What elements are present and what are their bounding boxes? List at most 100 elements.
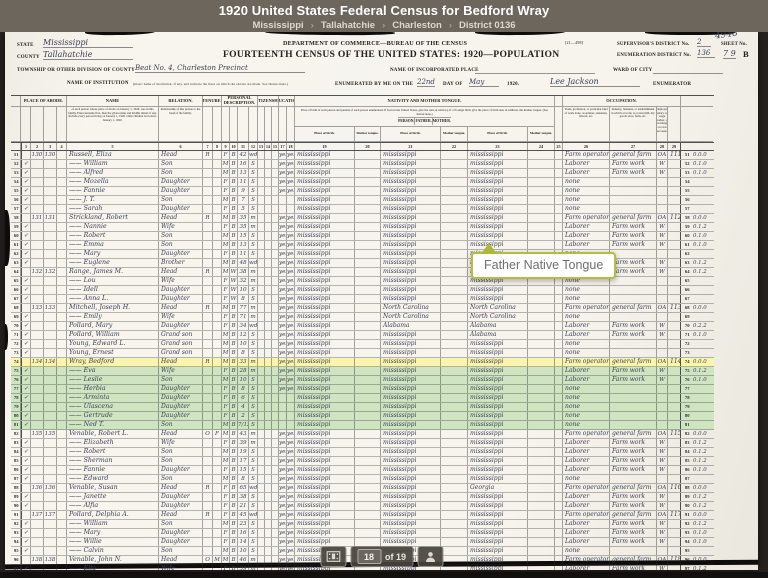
census-row: 85✓—— ShermanSonMB17Syesyesmississippimi… bbox=[11, 457, 714, 466]
census-cell: 34 bbox=[238, 322, 249, 330]
census-cell bbox=[57, 151, 67, 159]
census-cell bbox=[272, 196, 279, 204]
census-cell bbox=[265, 475, 272, 483]
corner-number: 4948 bbox=[714, 32, 739, 42]
census-cell bbox=[213, 385, 222, 393]
year-label: 1920. bbox=[507, 82, 520, 87]
census-cell: R bbox=[203, 358, 213, 366]
census-cell: mississippi bbox=[295, 475, 355, 483]
census-cell: Laborer bbox=[563, 367, 610, 375]
census-row-highlighted[interactable]: 76✓—— LeslieSonMB10Syesyesmississippimis… bbox=[11, 376, 714, 385]
census-cell bbox=[213, 376, 222, 384]
census-cell: mississippi bbox=[381, 466, 441, 474]
census-cell bbox=[203, 259, 213, 267]
census-cell bbox=[272, 268, 279, 276]
census-cell: yes bbox=[279, 466, 287, 474]
mother-pob-header: Place of birth. bbox=[468, 127, 528, 142]
census-cell bbox=[657, 547, 668, 555]
page-number-input[interactable] bbox=[356, 549, 381, 564]
person-icon bbox=[425, 551, 435, 562]
census-cell: 0.1.0 bbox=[693, 530, 707, 536]
census-cell: 133 bbox=[31, 304, 44, 312]
census-cell: Head bbox=[159, 484, 203, 492]
breadcrumb-county[interactable]: Tallahatchie bbox=[320, 20, 376, 31]
census-cell bbox=[272, 295, 279, 303]
census-cell: mississippi bbox=[468, 160, 528, 168]
census-cell bbox=[213, 304, 222, 312]
census-cell: 10 bbox=[230, 143, 238, 150]
census-row-highlighted[interactable]: 75✓—— EvaWifeFB28myesyesmississippimissi… bbox=[11, 367, 714, 376]
census-cell bbox=[57, 304, 67, 312]
sheet-label: SHEET No. bbox=[721, 42, 747, 47]
census-cell bbox=[555, 322, 563, 330]
jump-to-record-button[interactable] bbox=[417, 546, 444, 567]
breadcrumb-town[interactable]: Charleston bbox=[392, 20, 442, 31]
census-cell bbox=[528, 295, 555, 303]
census-row: 90✓—— AlfiaDaughterFB21Syesyesmississipp… bbox=[11, 502, 714, 511]
census-cell: yes bbox=[279, 277, 287, 285]
census-cell: mississippi bbox=[381, 295, 441, 303]
census-cell bbox=[213, 448, 222, 456]
census-cell: Laborer bbox=[563, 160, 610, 168]
census-cell: Farm operator bbox=[565, 556, 610, 564]
census-cell: —— Sarah bbox=[67, 205, 159, 213]
census-cell bbox=[691, 394, 713, 402]
census-cell bbox=[44, 295, 57, 303]
census-cell: 0.1.0 bbox=[693, 377, 707, 383]
census-cell bbox=[213, 250, 222, 258]
census-cell bbox=[31, 529, 44, 537]
breadcrumb-state[interactable]: Mississippi bbox=[252, 20, 304, 31]
census-cell: 65 bbox=[684, 278, 690, 283]
census-cell bbox=[441, 466, 468, 474]
census-cell: mississippi bbox=[295, 313, 355, 321]
census-cell: mississippi bbox=[295, 151, 355, 159]
enumeration-month: May bbox=[469, 78, 499, 87]
census-cell: O bbox=[203, 556, 213, 564]
census-cell: 8 bbox=[238, 349, 249, 357]
census-cell bbox=[528, 322, 555, 330]
image-viewport[interactable]: STATE Mississippi COUNTY Tallahatchie DE… bbox=[0, 32, 768, 572]
census-scan-page[interactable]: STATE Mississippi COUNTY Tallahatchie DE… bbox=[5, 32, 758, 570]
census-table: PLACE OF ABODE. NAME RELATION. TENURE. P… bbox=[11, 95, 714, 570]
census-cell bbox=[272, 430, 279, 438]
census-cell: 10 bbox=[238, 547, 249, 555]
census-cell: S bbox=[249, 547, 258, 555]
census-cell: —— Euglene bbox=[67, 259, 159, 267]
census-cell bbox=[57, 160, 67, 168]
census-cell: Daughter bbox=[159, 412, 203, 420]
census-cell: 60 bbox=[11, 232, 21, 240]
census-cell bbox=[203, 196, 213, 204]
census-cell bbox=[441, 511, 468, 519]
census-cell: mississippi bbox=[381, 259, 441, 267]
census-row-highlighted[interactable]: 77✓—— HerbiaDaughterFB8Syesyesmississipp… bbox=[11, 385, 714, 394]
census-cell: Wife bbox=[159, 367, 203, 375]
census-cell: 51 bbox=[684, 152, 690, 157]
census-cell: yes bbox=[287, 475, 295, 483]
census-cell bbox=[355, 205, 381, 213]
filmstrip-button[interactable] bbox=[319, 546, 346, 567]
census-cell: yes bbox=[287, 466, 295, 474]
occupation-employer-note: Employer, salary or wage worker, or work… bbox=[657, 107, 668, 142]
census-cell: 71 bbox=[684, 332, 690, 337]
census-cell: ✓ bbox=[21, 367, 31, 375]
census-cell bbox=[265, 286, 272, 294]
breadcrumb-district[interactable]: District 0136 bbox=[459, 20, 516, 31]
census-cell: 15 bbox=[238, 232, 249, 240]
census-cell bbox=[258, 151, 265, 159]
census-cell bbox=[31, 322, 44, 330]
scan-artifact bbox=[645, 32, 735, 35]
census-cell bbox=[555, 430, 563, 438]
census-cell bbox=[265, 340, 272, 348]
census-cell: m bbox=[249, 367, 258, 375]
census-cell: yes bbox=[287, 214, 295, 222]
census-cell bbox=[203, 286, 213, 294]
township-value: Beat No. 4, Charleston Precinct bbox=[135, 64, 305, 73]
census-row-highlighted[interactable]: 81✓—— Ned T.SonMB7/12Smississippimississ… bbox=[11, 421, 714, 430]
census-cell: 80 bbox=[684, 413, 690, 418]
census-cell: B bbox=[230, 250, 238, 258]
census-cell: mississippi bbox=[381, 187, 441, 195]
